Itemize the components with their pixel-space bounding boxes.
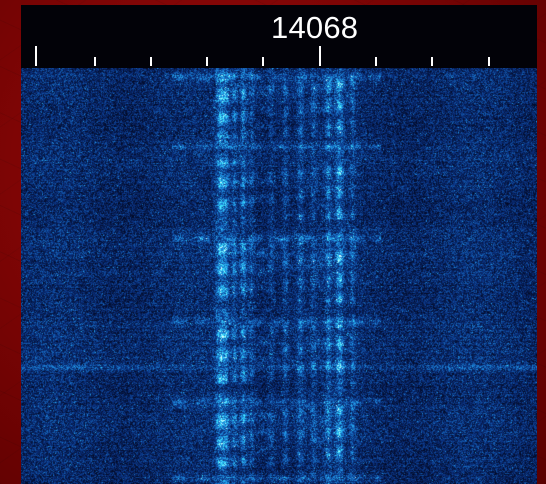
scale-tick-minor [150, 57, 152, 66]
scale-tick-minor [431, 57, 433, 66]
spectrum-waterfall[interactable] [21, 68, 537, 484]
scale-tick-minor [262, 57, 264, 66]
scale-tick-minor [206, 57, 208, 66]
scale-tick-minor [94, 57, 96, 66]
scale-tick-minor [488, 57, 490, 66]
scale-tick-minor [375, 57, 377, 66]
scale-tick-major [319, 46, 321, 66]
waterfall-window: 14068 [21, 5, 537, 484]
frequency-scale[interactable]: 14068 [21, 5, 537, 68]
scale-tick-major [35, 46, 37, 66]
frequency-label: 14068 [271, 10, 359, 45]
